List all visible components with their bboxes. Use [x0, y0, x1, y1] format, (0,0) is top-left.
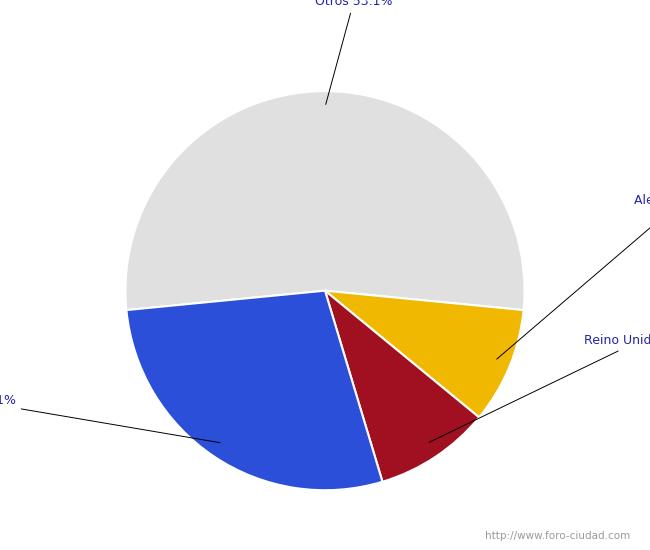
Text: http://www.foro-ciudad.com: http://www.foro-ciudad.com — [486, 531, 630, 541]
Text: Reino Unido 9.4%: Reino Unido 9.4% — [429, 334, 650, 442]
Text: Francia 28.1%: Francia 28.1% — [0, 394, 220, 443]
Text: Otros 53.1%: Otros 53.1% — [315, 0, 393, 104]
Text: Alemania 9.4%: Alemania 9.4% — [497, 194, 650, 359]
Wedge shape — [325, 290, 524, 417]
Wedge shape — [126, 290, 382, 490]
Wedge shape — [325, 290, 479, 482]
Wedge shape — [125, 91, 525, 310]
Text: Cabezón de la Sal - Turistas extranjeros según país - Julio de 2024: Cabezón de la Sal - Turistas extranjeros… — [83, 13, 567, 29]
